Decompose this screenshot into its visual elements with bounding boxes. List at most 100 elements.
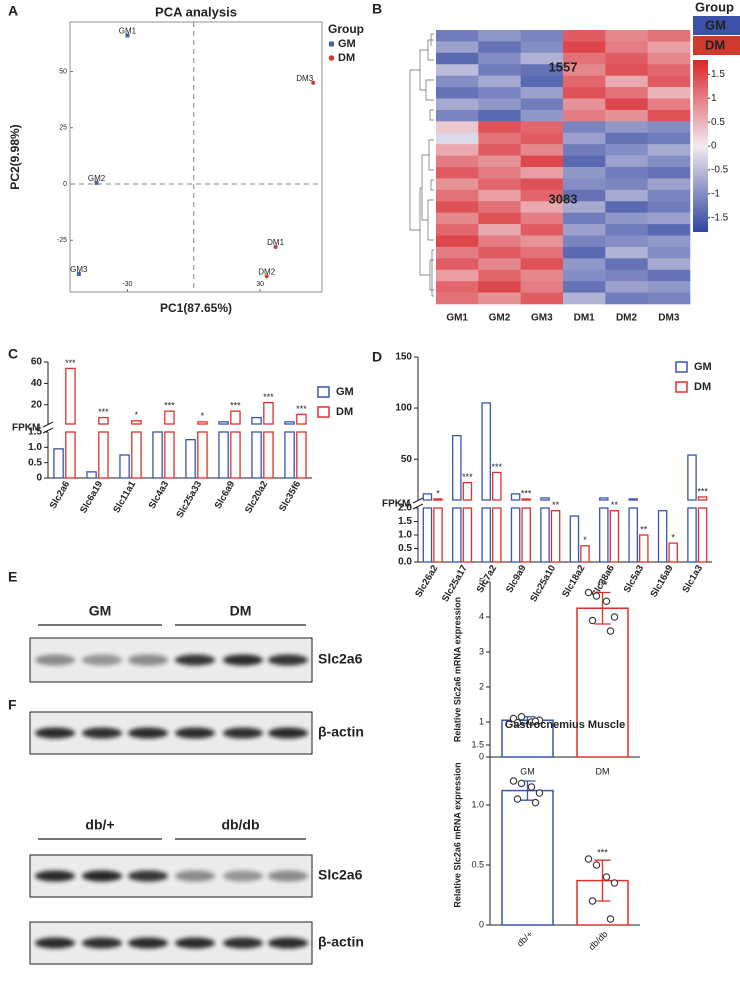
heatmap-cell <box>605 75 648 88</box>
heatmap-cell <box>436 109 479 122</box>
legend-label: DM <box>336 406 353 418</box>
y-tick-label: 1.5 <box>398 516 412 527</box>
significance: ** <box>640 524 648 534</box>
heatmap-cell <box>563 121 606 134</box>
data-point <box>584 588 593 597</box>
colorbar-tick-label: -0.5 <box>711 165 729 176</box>
x-tick-label: Slc4a3 <box>147 479 172 511</box>
blot-band <box>128 937 168 949</box>
point-label: DM3 <box>296 74 313 83</box>
heatmap-cell <box>605 201 648 213</box>
heatmap-cell <box>478 178 521 191</box>
y-tick-label: 0 <box>63 181 67 188</box>
significance: *** <box>98 407 109 417</box>
heatmap-cell <box>563 41 606 54</box>
point-label: GM2 <box>88 174 106 183</box>
data-point <box>527 783 536 791</box>
point <box>311 80 316 85</box>
colorbar-tick-label: 0 <box>711 141 717 152</box>
bar <box>284 431 295 479</box>
heatmap-cell <box>436 189 479 202</box>
x-tick-label: Slc25a10 <box>528 563 558 604</box>
heatmap-cell <box>520 121 564 134</box>
significance: *** <box>263 392 274 402</box>
y-tick-label: 50 <box>401 454 413 465</box>
heatmap-cell <box>520 189 564 202</box>
legend-title: Group <box>695 0 734 14</box>
heatmap-cell <box>647 109 691 122</box>
heatmap-cell <box>563 258 606 271</box>
heatmap-cell <box>647 212 691 225</box>
y-tick-label: -25 <box>57 237 67 244</box>
bar <box>218 421 229 425</box>
y-tick-label: 25 <box>59 125 67 132</box>
heatmap-cell <box>563 75 606 88</box>
bar <box>86 471 97 479</box>
point <box>125 33 130 38</box>
blot-band <box>268 870 308 882</box>
bar <box>510 507 521 563</box>
blot-band <box>82 870 122 882</box>
blot-band <box>128 654 168 666</box>
point <box>76 272 81 276</box>
heatmap-cell <box>520 224 564 236</box>
heatmap-cell <box>563 87 606 99</box>
cluster-count: 3083 <box>549 191 578 206</box>
heatmap-cell <box>563 178 606 191</box>
legend-swatch <box>675 361 688 373</box>
heatmap-cell <box>520 178 564 191</box>
heatmap-cell <box>478 98 521 111</box>
heatmap-cell <box>563 30 606 42</box>
bar <box>510 493 521 501</box>
bar <box>164 410 175 425</box>
blot-strip <box>29 854 313 898</box>
heatmap-cell <box>478 144 521 156</box>
y-tick-label: 0.5 <box>471 859 484 869</box>
bar <box>251 431 262 479</box>
heatmap-cell <box>563 167 606 179</box>
heatmap-cell <box>478 109 521 122</box>
data-point <box>588 616 597 625</box>
heatmap-cell <box>478 52 521 65</box>
x-tick-label: GM <box>520 766 535 776</box>
bar <box>296 413 307 425</box>
x-tick-label: Slc9a9 <box>504 563 529 595</box>
heatmap-cell <box>563 109 606 122</box>
heatmap-cell <box>436 98 479 111</box>
bar <box>284 421 295 425</box>
heatmap-cell <box>520 212 564 225</box>
point <box>94 180 99 185</box>
bar <box>609 510 620 563</box>
heatmap-cell <box>520 281 564 293</box>
heatmap-cell <box>520 155 564 168</box>
blot-protein-label: β-actin <box>318 934 364 950</box>
heatmap-cell <box>647 132 691 145</box>
bar <box>218 431 229 479</box>
blot-band <box>223 870 263 882</box>
heatmap-cell <box>605 258 648 271</box>
legend-swatch <box>317 386 330 398</box>
legend-marker <box>329 41 334 47</box>
significance: *** <box>597 580 608 590</box>
heatmap-cell <box>478 281 521 293</box>
heatmap-cell <box>647 258 691 271</box>
data-point <box>584 855 593 863</box>
bar <box>521 498 531 501</box>
heatmap-cell <box>605 212 648 225</box>
y-tick-label: 2.0 <box>398 503 412 514</box>
blot-band <box>35 654 75 666</box>
heatmap-cell <box>647 87 691 99</box>
bar <box>185 439 196 479</box>
heatmap-cell <box>605 224 648 236</box>
heatmap-cell <box>520 167 564 179</box>
significance: * <box>201 411 205 421</box>
heatmap-cell <box>520 258 564 271</box>
significance: ** <box>611 500 619 510</box>
bar <box>296 431 307 479</box>
heatmap-cell <box>520 201 564 213</box>
heatmap-cell <box>605 41 648 54</box>
blot-strip <box>29 711 313 755</box>
bar <box>580 545 590 563</box>
data-point <box>588 897 597 905</box>
chart-title: Gastrocnemius Muscle <box>505 719 625 731</box>
